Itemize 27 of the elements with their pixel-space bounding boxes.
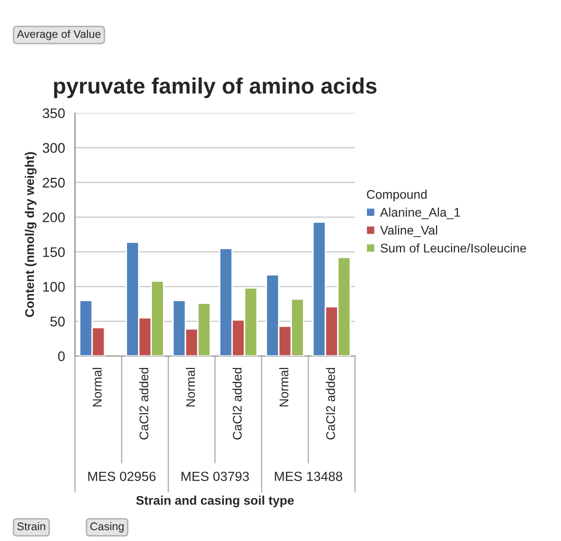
legend-label: Valine_Val	[380, 225, 438, 238]
legend-label: Alanine_Ala_1	[380, 208, 460, 220]
chart-title: pyruvate family of amino acids	[54, 77, 376, 98]
x-tick-label: CaCl2 added	[326, 368, 336, 440]
x-axis-title: Strain and casing soil type	[136, 496, 294, 508]
text: MES 03793	[182, 472, 249, 482]
x-tick-label: Normal	[279, 368, 288, 406]
x-tick-label: Normal	[186, 368, 196, 406]
y-tick-label: 150	[43, 247, 65, 258]
text: MES 13488	[274, 472, 342, 482]
y-tick-label: 200	[42, 212, 65, 222]
legend-title: Compound	[366, 190, 427, 202]
x-tick-label: CaCl2 added	[232, 368, 242, 440]
text: MES 02956	[88, 472, 156, 482]
y-tick-label: 350	[42, 108, 65, 118]
text: Strain	[17, 522, 46, 530]
x-tick-label: CaCl2 added	[139, 368, 148, 440]
y-tick-label: 300	[42, 143, 65, 153]
y-tick-label: 100	[43, 282, 65, 292]
legend-label: Sum of Leucine/Isoleucine	[380, 243, 526, 253]
text: Average of Value	[16, 30, 101, 40]
y-axis-title: Content (nmol/g dry weight)	[24, 152, 37, 317]
y-tick-label: 50	[50, 316, 65, 326]
y-tick-label: 250	[42, 178, 65, 188]
x-tick-label: Normal	[92, 368, 102, 406]
text: Casing	[90, 522, 124, 532]
y-tick-label: 0	[58, 351, 65, 362]
